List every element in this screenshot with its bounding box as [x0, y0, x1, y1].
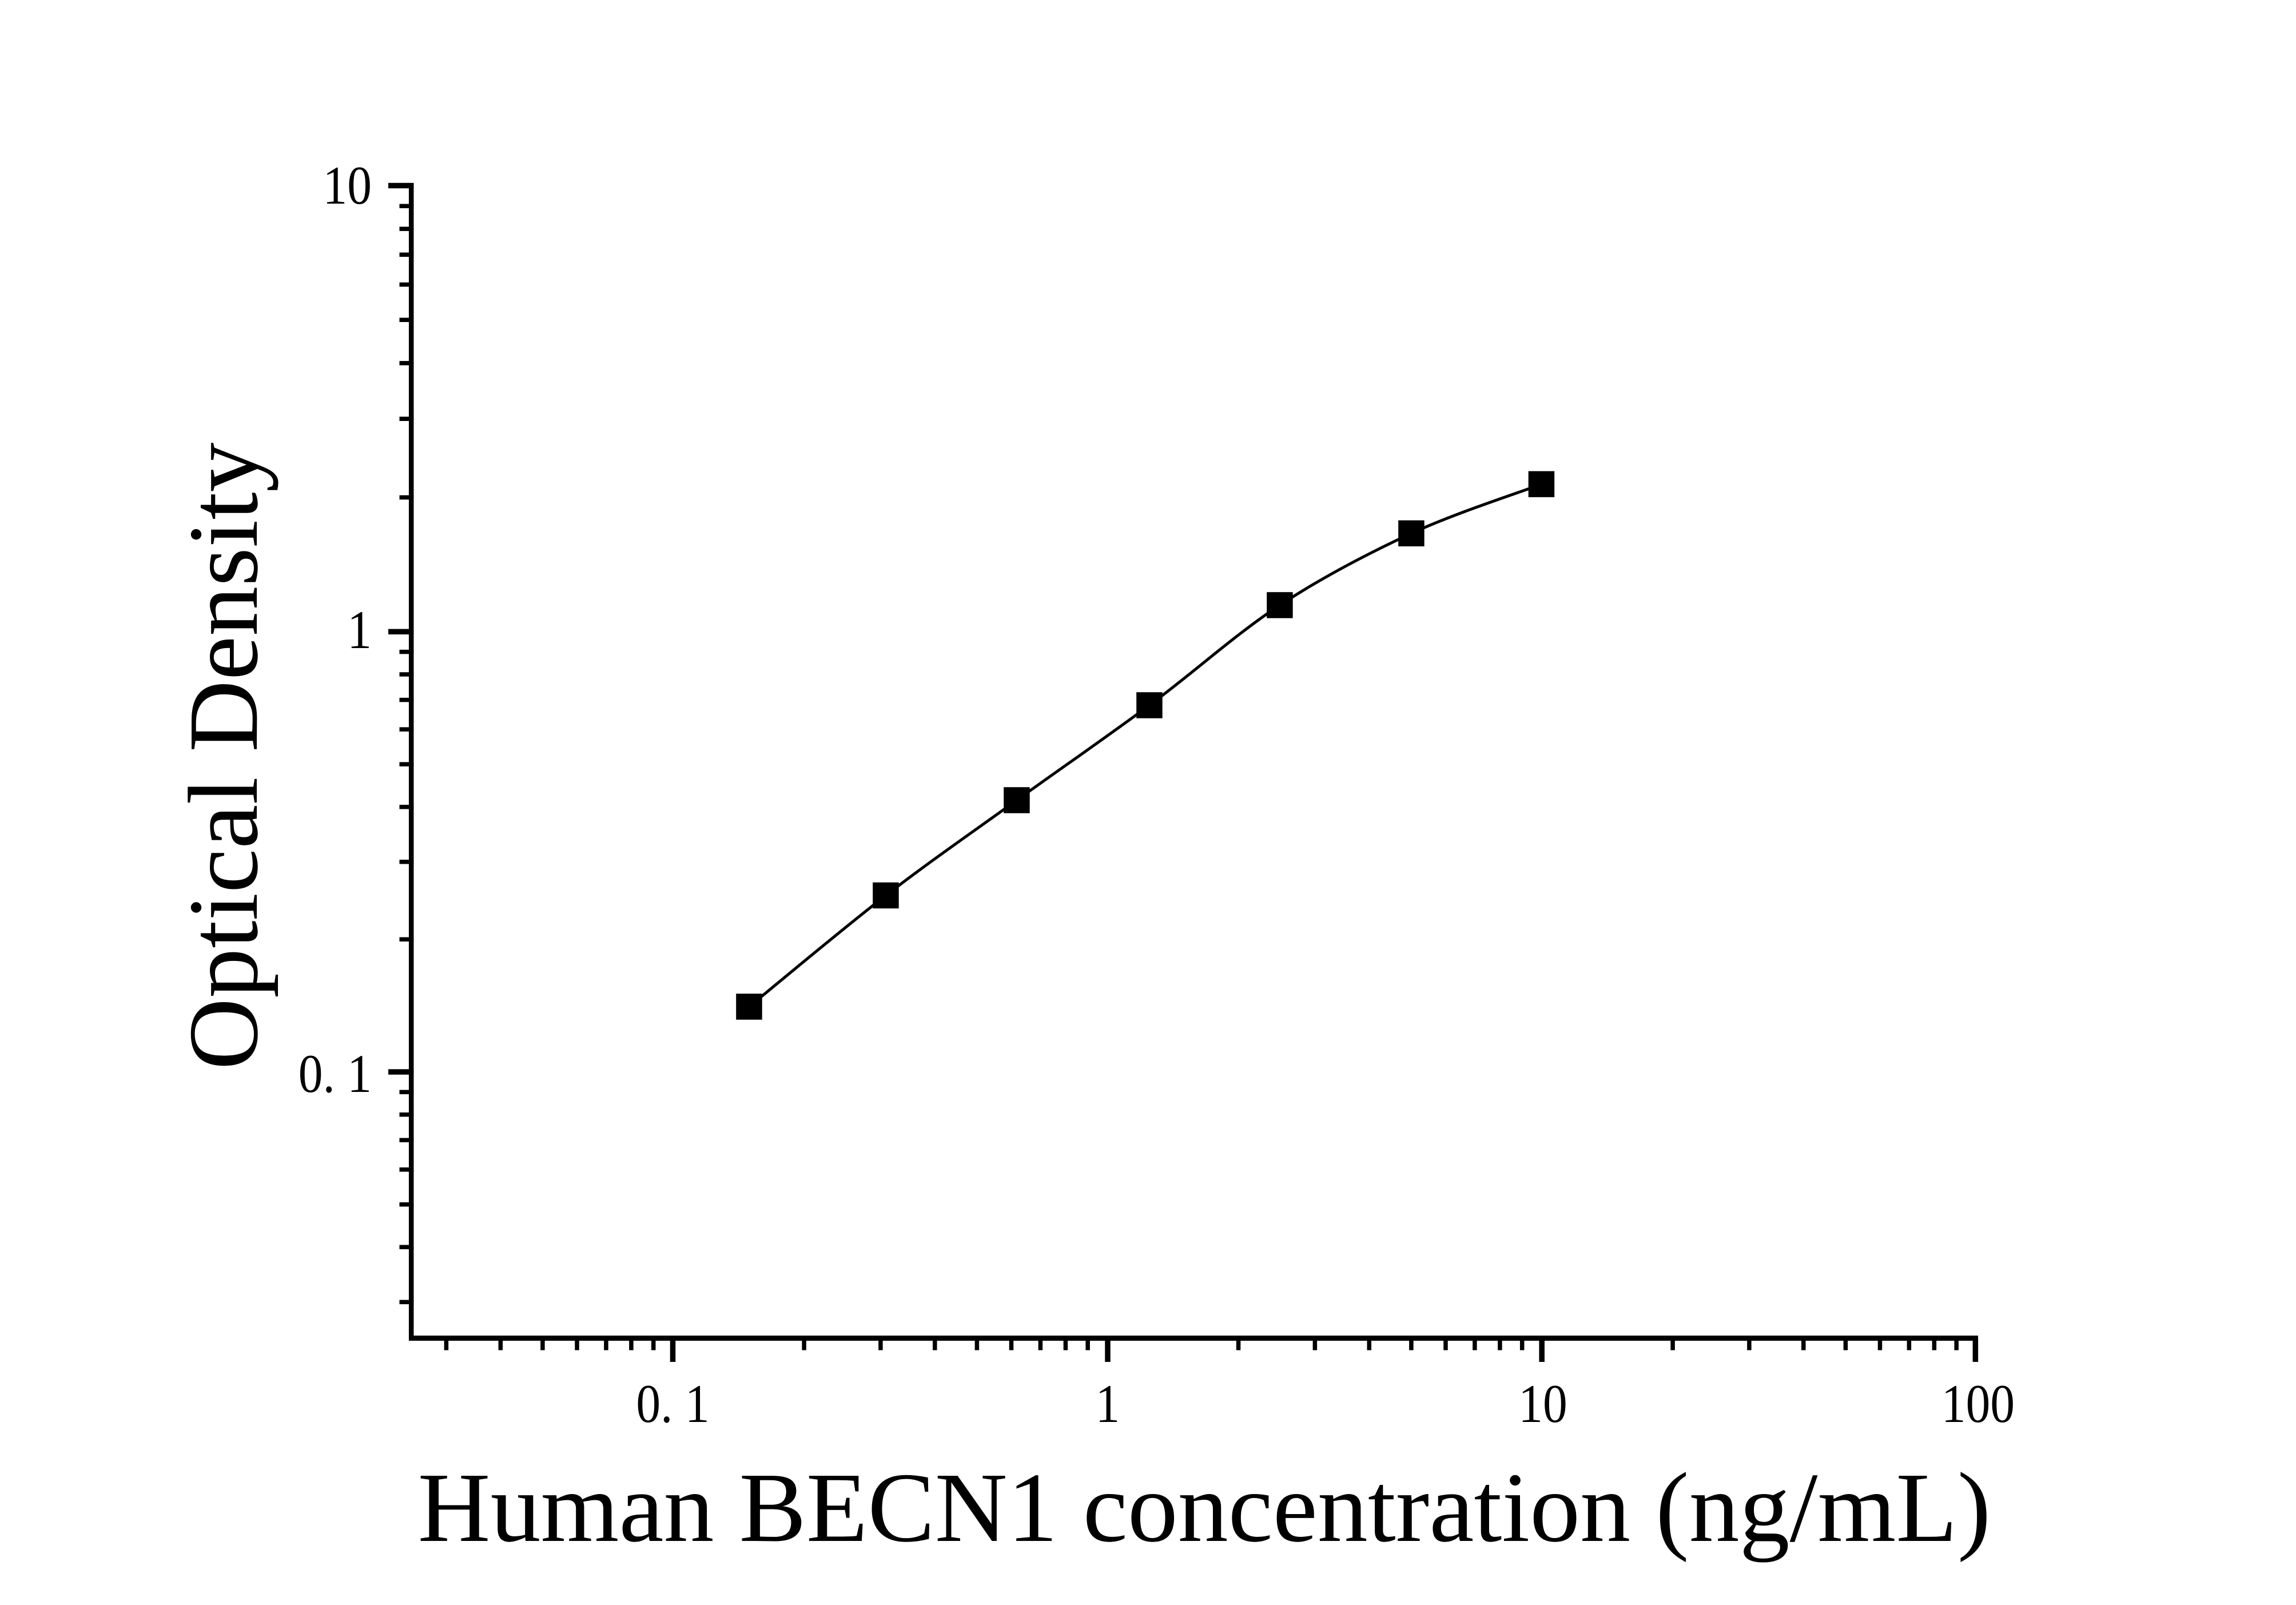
- svg-text:1: 1: [1096, 1373, 1120, 1434]
- svg-text:Human BECN1 concentration (ng/: Human BECN1 concentration (ng/mL): [418, 1452, 1991, 1563]
- svg-text:0. 1: 0. 1: [636, 1373, 709, 1434]
- svg-text:10: 10: [1518, 1373, 1567, 1434]
- svg-text:10: 10: [323, 155, 372, 216]
- svg-text:Optical Density: Optical Density: [168, 443, 278, 1070]
- svg-text:1: 1: [347, 599, 372, 660]
- svg-text:0. 1: 0. 1: [299, 1043, 372, 1104]
- svg-text:100: 100: [1941, 1373, 2015, 1434]
